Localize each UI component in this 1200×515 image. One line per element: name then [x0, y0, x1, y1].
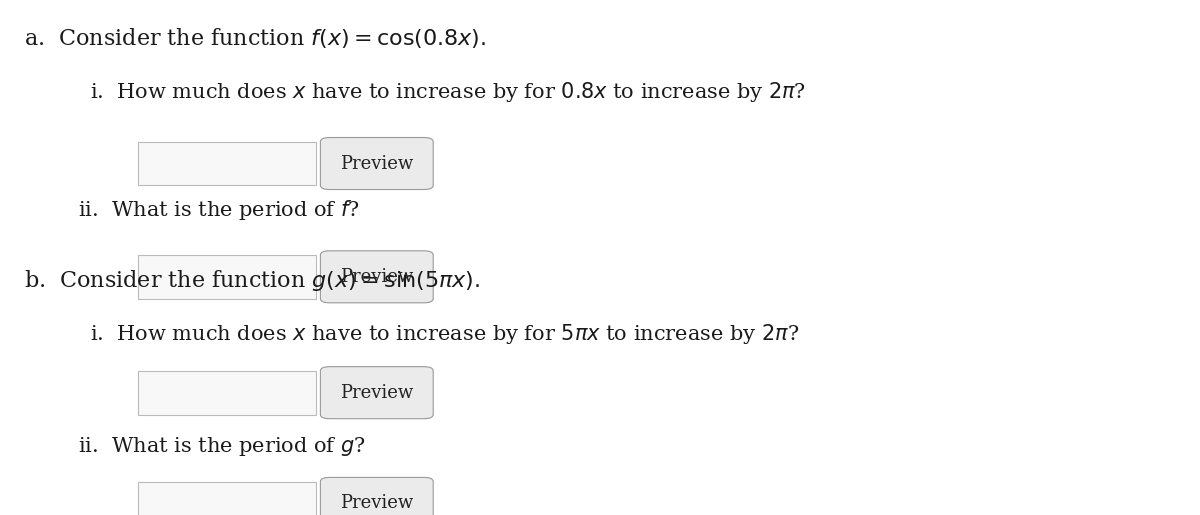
Text: Preview: Preview [340, 154, 414, 173]
Text: Preview: Preview [340, 494, 414, 512]
FancyBboxPatch shape [138, 255, 316, 299]
Text: b.  Consider the function $g(x) = \sin(5\pi x).$: b. Consider the function $g(x) = \sin(5\… [24, 268, 480, 293]
FancyBboxPatch shape [320, 251, 433, 303]
Text: a.  Consider the function $f(x) = \cos(0.8x).$: a. Consider the function $f(x) = \cos(0.… [24, 26, 486, 50]
FancyBboxPatch shape [138, 142, 316, 185]
FancyBboxPatch shape [138, 482, 316, 515]
FancyBboxPatch shape [320, 367, 433, 419]
Text: Preview: Preview [340, 268, 414, 286]
Text: ii.  What is the period of $g$?: ii. What is the period of $g$? [78, 435, 366, 458]
Text: i.  How much does $x$ have to increase by for $5\pi x$ to increase by $2\pi$?: i. How much does $x$ have to increase by… [90, 322, 799, 346]
FancyBboxPatch shape [138, 371, 316, 415]
FancyBboxPatch shape [320, 138, 433, 190]
Text: Preview: Preview [340, 384, 414, 402]
FancyBboxPatch shape [320, 477, 433, 515]
Text: ii.  What is the period of $f$?: ii. What is the period of $f$? [78, 198, 360, 222]
Text: i.  How much does $x$ have to increase by for $0.8x$ to increase by $2\pi$?: i. How much does $x$ have to increase by… [90, 80, 806, 104]
